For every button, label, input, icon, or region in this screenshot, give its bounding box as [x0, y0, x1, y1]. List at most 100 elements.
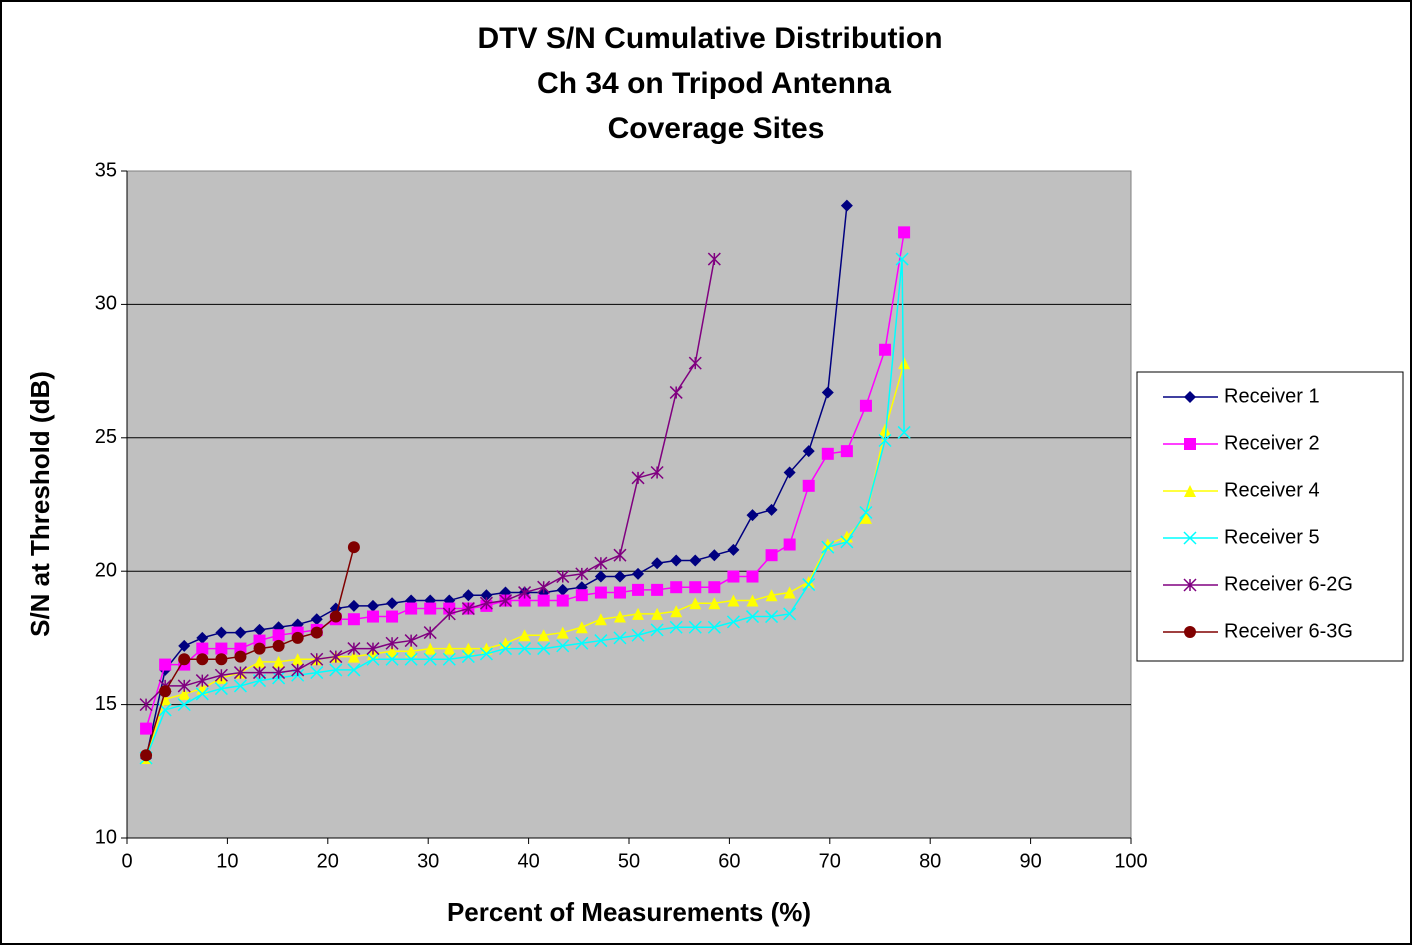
data-point — [765, 503, 778, 516]
legend-label: Receiver 6-2G — [1224, 573, 1353, 595]
data-point — [575, 589, 588, 602]
legend-marker — [1184, 391, 1196, 403]
data-point — [310, 666, 324, 680]
x-tick-label: 20 — [317, 850, 339, 872]
data-point — [537, 580, 551, 594]
data-point — [385, 652, 399, 666]
data-point — [556, 594, 569, 607]
data-point — [878, 433, 892, 447]
data-point — [196, 642, 209, 655]
y-axis-title: S/N at Threshold (dB) — [25, 371, 55, 637]
data-point — [215, 653, 228, 666]
data-point — [214, 668, 228, 682]
data-point — [556, 583, 569, 596]
x-tick-label: 80 — [919, 850, 941, 872]
data-point — [518, 642, 532, 656]
legend-marker — [1184, 626, 1196, 638]
data-point — [859, 399, 872, 412]
data-point — [347, 642, 361, 656]
legend-label: Receiver 5 — [1224, 526, 1320, 548]
legend — [1136, 371, 1404, 662]
data-point — [479, 596, 493, 610]
chart-subtitle: Ch 34 on Tripod Antenna — [537, 67, 891, 100]
legend-label: Receiver 4 — [1224, 479, 1320, 501]
data-point — [632, 583, 645, 596]
data-point — [386, 610, 399, 623]
data-point — [214, 682, 228, 696]
data-point — [898, 357, 911, 370]
data-point — [462, 589, 475, 602]
data-point — [726, 615, 740, 629]
data-point — [233, 666, 247, 680]
data-point — [746, 570, 759, 583]
data-point — [613, 548, 627, 562]
data-point — [632, 567, 645, 580]
data-point — [613, 610, 626, 623]
data-point — [840, 535, 854, 549]
data-point — [159, 658, 172, 671]
data-point — [178, 639, 191, 652]
data-point — [366, 599, 379, 612]
data-point — [765, 610, 779, 624]
data-point — [688, 620, 702, 634]
x-tick-label: 40 — [517, 850, 539, 872]
data-point — [669, 620, 683, 634]
data-point — [272, 655, 285, 668]
data-point — [821, 447, 834, 460]
data-point — [708, 597, 721, 610]
data-point — [879, 423, 892, 436]
data-point — [783, 538, 796, 551]
x-axis-title: Percent of Measurements (%) — [447, 897, 811, 927]
data-point — [879, 343, 892, 356]
data-point — [594, 586, 607, 599]
data-point — [272, 629, 285, 642]
y-tick-label: 30 — [95, 293, 117, 315]
data-point — [802, 479, 815, 492]
data-point — [252, 666, 267, 680]
data-point — [215, 642, 228, 655]
data-point — [404, 634, 418, 648]
data-point — [291, 631, 304, 644]
x-tick-label: 0 — [121, 850, 132, 872]
data-point — [859, 505, 873, 520]
data-point — [821, 540, 835, 554]
data-point — [556, 639, 570, 653]
data-point — [708, 581, 721, 594]
data-point — [613, 631, 627, 645]
data-point — [310, 626, 323, 639]
data-point — [329, 610, 342, 623]
data-point — [140, 749, 153, 762]
x-tick-label: 60 — [718, 850, 740, 872]
data-point — [462, 642, 475, 655]
x-tick-label: 50 — [618, 850, 640, 872]
data-point — [859, 511, 872, 524]
legend-label: Receiver 1 — [1224, 385, 1320, 407]
y-tick-label: 20 — [95, 559, 117, 581]
data-point — [461, 650, 475, 664]
plot-area — [126, 170, 1132, 839]
data-point — [650, 623, 664, 637]
data-point — [727, 570, 740, 583]
data-point — [802, 445, 815, 458]
x-tick-label: 10 — [216, 850, 238, 872]
data-point — [765, 549, 778, 562]
data-point — [329, 663, 343, 677]
data-point — [895, 252, 909, 266]
legend-marker — [1183, 578, 1197, 592]
data-point — [140, 722, 153, 735]
data-point — [423, 626, 437, 640]
data-point — [670, 554, 683, 567]
data-point — [707, 252, 721, 266]
y-tick-label: 15 — [95, 693, 117, 715]
data-point — [366, 610, 379, 623]
data-point — [347, 599, 360, 612]
chart-title: DTV S/N Cumulative Distribution — [477, 22, 942, 55]
data-point — [366, 642, 380, 656]
data-point — [688, 356, 702, 370]
data-point — [423, 652, 437, 666]
data-point — [594, 634, 608, 648]
data-point — [802, 575, 815, 588]
data-point — [253, 655, 266, 668]
legend-marker — [1183, 531, 1197, 545]
